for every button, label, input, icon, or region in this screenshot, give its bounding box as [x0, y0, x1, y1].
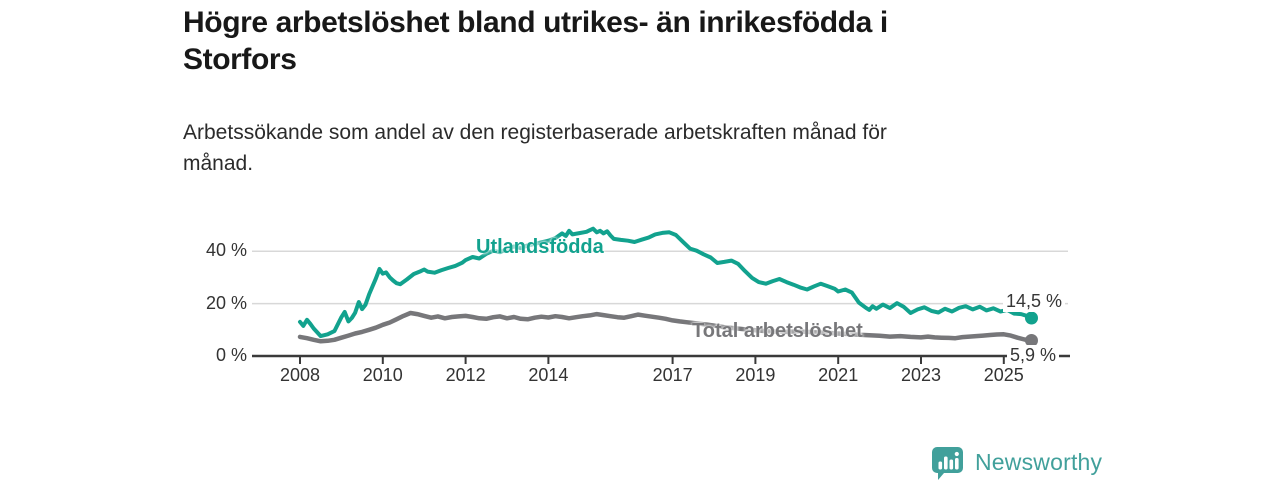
- y-tick-label-0: 0 %: [215, 345, 247, 365]
- series-total-arbetsloshet-end-dot: [1025, 334, 1038, 347]
- title-line-1: Högre arbetslöshet bland utrikes- än inr…: [183, 6, 888, 39]
- end-value-label-utlandsfodda: 14,5 %: [1003, 291, 1066, 312]
- title-line-2: Storfors: [183, 43, 297, 76]
- subtitle-line-1: Arbetssökande som andel av den registerb…: [183, 121, 887, 144]
- series-utlandsfodda-end-dot: [1025, 311, 1038, 325]
- x-tick-label-2014: 2014: [528, 365, 569, 385]
- x-tick-label-2019: 2019: [735, 365, 776, 385]
- line-chart-plot: [252, 226, 1070, 364]
- series-label-utlandsfodda: Utlandsfödda: [476, 236, 604, 258]
- x-tick-label-2017: 2017: [652, 365, 693, 385]
- series-utlandsfodda-line: [298, 226, 1034, 339]
- series-label-total-arbetsloshet: Total arbetslöshet: [692, 320, 863, 342]
- x-tick-label-2025: 2025: [983, 365, 1024, 385]
- x-tick-label-2023: 2023: [900, 365, 942, 385]
- x-tick-label-2008: 2008: [279, 365, 321, 385]
- end-value-label-total: 5,9 %: [1007, 345, 1060, 366]
- newsworthy-brand-name: Newsworthy: [975, 449, 1103, 475]
- series-total-arbetsloshet-line: [297, 310, 1034, 344]
- y-tick-label-20: 20 %: [205, 293, 247, 313]
- chart-subtitle: Arbetssökande som andel av den registerb…: [183, 117, 1063, 179]
- newsworthy-branding: Newsworthy: [930, 445, 1102, 480]
- x-tick-label-2021: 2021: [818, 365, 859, 385]
- y-tick-label-40: 40 %: [205, 240, 247, 260]
- x-tick-label-2012: 2012: [445, 365, 486, 385]
- newsworthy-logo-icon: [932, 447, 963, 480]
- subtitle-line-2: månad.: [183, 152, 254, 175]
- x-tick-label-2010: 2010: [362, 365, 403, 385]
- page-title: Högre arbetslöshet bland utrikes- än inr…: [183, 4, 1083, 78]
